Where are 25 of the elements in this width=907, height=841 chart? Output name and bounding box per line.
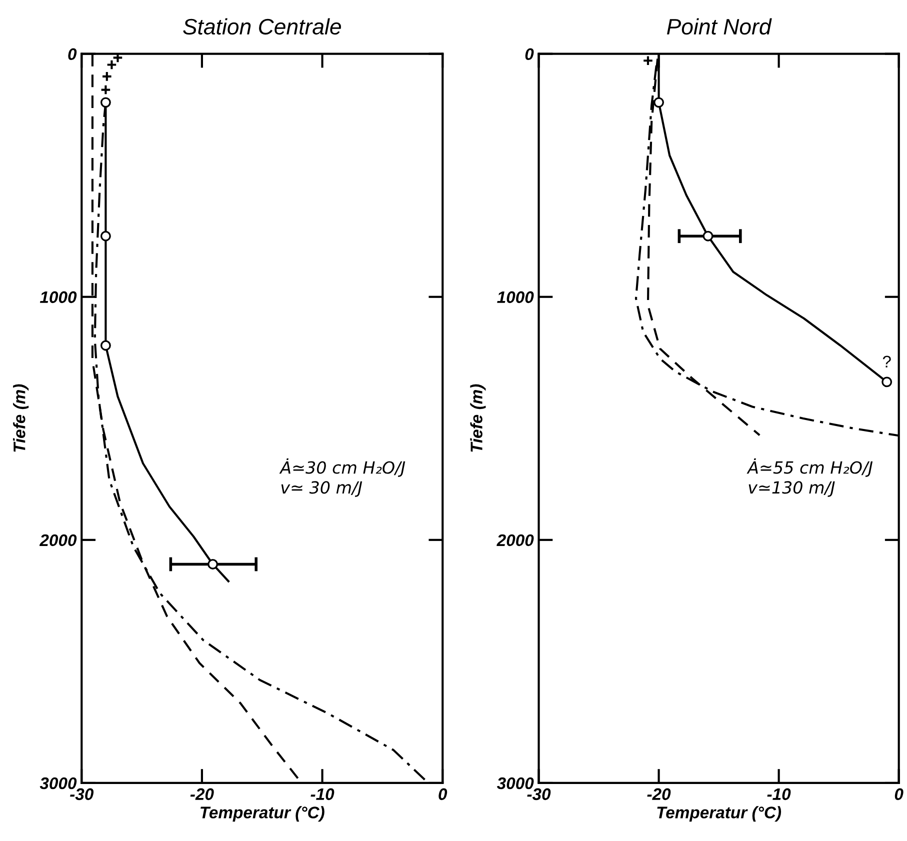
y-tick-label: 1000	[497, 291, 534, 304]
annotation: ?	[882, 356, 891, 368]
x-tick-label: -30	[70, 788, 94, 800]
x-tick-label: -20	[647, 788, 671, 800]
x-tick-label: -10	[767, 788, 791, 800]
x-tick-label: -10	[310, 788, 334, 800]
x-tick-label: 0	[438, 788, 448, 800]
y-tick-label: 0	[68, 48, 77, 60]
x-tick-label: -20	[190, 788, 214, 800]
y-axis-title: Tiefe (m)	[470, 384, 486, 452]
chart-title: Point Nord	[666, 18, 772, 35]
x-tick-label: -30	[527, 788, 551, 800]
y-tick-label: 3000	[40, 777, 77, 790]
annotation: Ȧ≃55 cm H₂O/J v≃130 m/J	[746, 458, 873, 497]
y-tick-label: 3000	[496, 777, 534, 790]
chart-title: Station Centrale	[183, 18, 341, 35]
annotation: Ȧ≃30 cm H₂O/J v≃ 30 m/J	[279, 458, 406, 497]
y-tick-label: 1000	[40, 291, 77, 304]
y-tick-label: 2000	[39, 534, 77, 546]
y-tick-label: 2000	[496, 534, 534, 546]
y-tick-label: 0	[525, 48, 534, 60]
x-axis-title: Temperatur (°C)	[200, 806, 324, 822]
x-axis-title: Temperatur (°C)	[657, 806, 782, 822]
y-axis-title: Tiefe (m)	[13, 384, 29, 452]
x-tick-label: 0	[894, 788, 904, 800]
